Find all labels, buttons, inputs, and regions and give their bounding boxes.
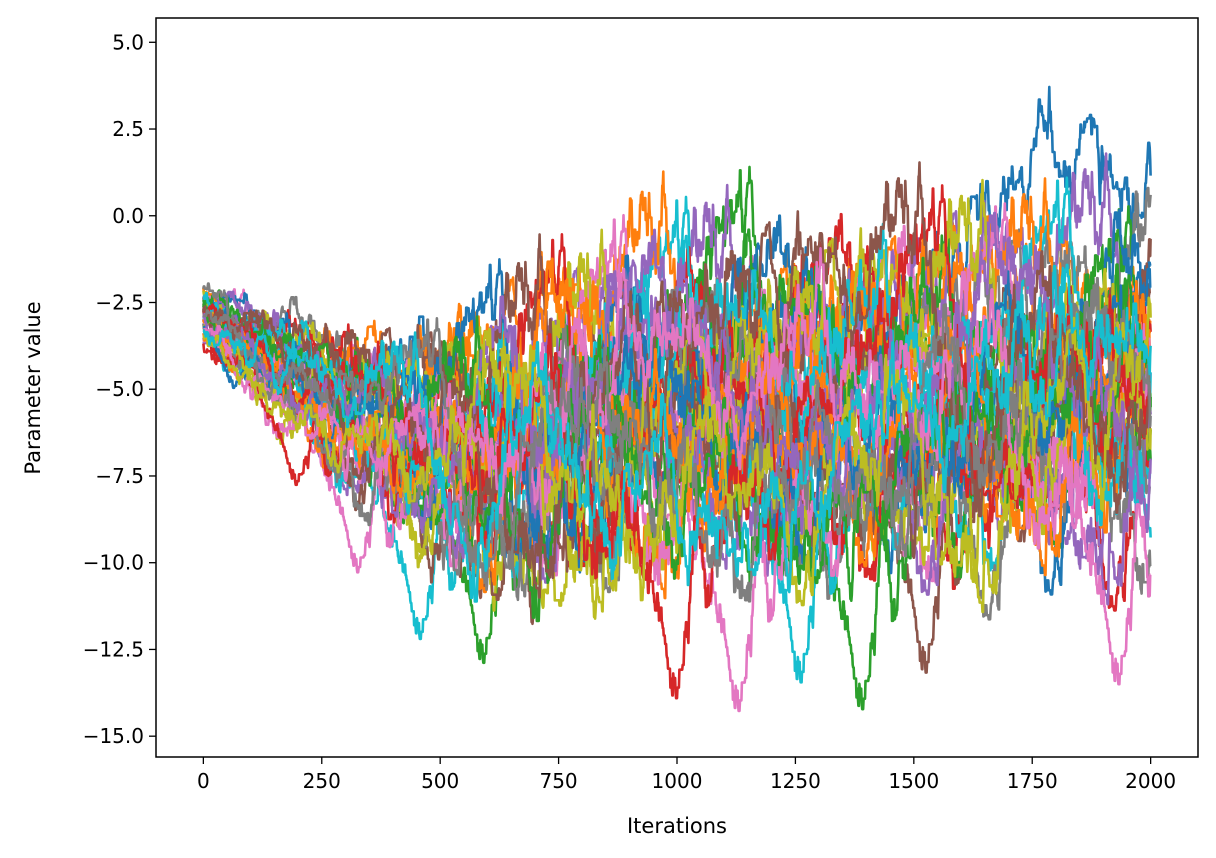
x-tick-label: 750: [539, 769, 577, 793]
x-tick-label: 1500: [888, 769, 939, 793]
y-tick-label: −7.5: [95, 464, 144, 488]
y-axis: 5.0 2.5 0.0 −2.5 −5.0 −7.5 −10.0 −12.5 −15.0: [83, 30, 156, 748]
trace-line: [202, 296, 1152, 614]
trace-line: [202, 184, 1152, 700]
y-tick-label: 0.0: [112, 204, 144, 228]
trace-line: [202, 161, 1152, 599]
trace-line: [202, 247, 1152, 686]
y-tick-label: −15.0: [83, 724, 144, 748]
x-tick-label: 1250: [770, 769, 821, 793]
x-tick-label: 1750: [1007, 769, 1058, 793]
y-tick-label: −10.0: [83, 551, 144, 575]
series-layer: [202, 85, 1152, 713]
x-tick-label: 2000: [1125, 769, 1176, 793]
x-tick-label: 250: [303, 769, 341, 793]
x-axis-label: Iterations: [627, 814, 727, 838]
x-tick-label: 0: [197, 769, 210, 793]
x-tick-label: 500: [421, 769, 459, 793]
y-tick-label: 2.5: [112, 117, 144, 141]
y-axis-label: Parameter value: [21, 301, 45, 474]
y-tick-label: −5.0: [95, 377, 144, 401]
y-tick-label: 5.0: [112, 30, 144, 54]
x-tick-label: 1000: [652, 769, 703, 793]
y-tick-label: −12.5: [83, 637, 144, 661]
y-tick-label: −2.5: [95, 290, 144, 314]
trace-line: [202, 263, 1152, 603]
x-axis: 0 250 500 750 1000 1250 1500 1750 2000: [197, 757, 1176, 793]
